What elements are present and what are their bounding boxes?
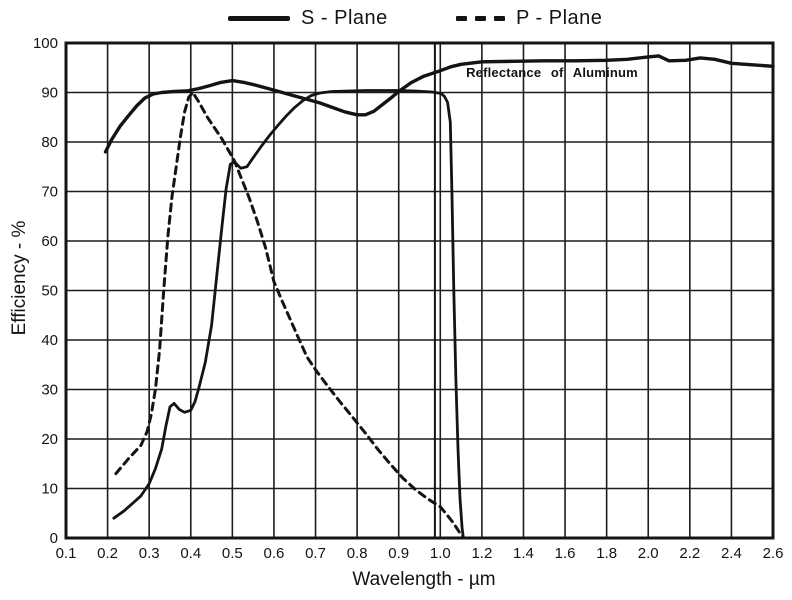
y-tick-label: 0: [50, 530, 58, 547]
p-plane-line-sample-icon: [456, 15, 505, 21]
y-tick-label: 30: [41, 382, 58, 399]
x-axis-title: Wavelength - µm: [352, 569, 496, 590]
legend-item-p-plane: P - Plane: [456, 6, 602, 30]
curve-p-plane: [114, 91, 465, 539]
x-tick-label: 0.4: [180, 545, 201, 562]
y-tick-label: 70: [41, 184, 58, 201]
x-tick-label: 2.4: [721, 545, 742, 562]
x-tick-label: 1.8: [596, 545, 617, 562]
y-tick-label: 40: [41, 332, 58, 349]
x-tick-label: 2.2: [679, 545, 700, 562]
x-tick-label: 0.9: [388, 545, 409, 562]
x-tick-label: 2.6: [763, 545, 784, 562]
curve-s-plane: [112, 89, 465, 538]
x-tick-label: 0.3: [139, 545, 160, 562]
x-tick-label: 2.0: [638, 545, 659, 562]
x-tick-label: 0.1: [56, 545, 77, 562]
x-tick-label: 0.6: [264, 545, 285, 562]
y-tick-label: 20: [41, 431, 58, 448]
x-tick-label: 0.8: [347, 545, 368, 562]
s-plane-legend-label: S - Plane: [301, 6, 388, 29]
y-tick-label: 60: [41, 233, 58, 250]
reflectance-annotation: Reflectance of Aluminum: [466, 65, 638, 80]
y-axis-title: Efficiency - %: [9, 220, 30, 336]
y-tick-label: 10: [41, 481, 58, 498]
p-plane-legend-label: P - Plane: [516, 6, 603, 29]
y-tick-label: 80: [41, 134, 58, 151]
x-tick-label: 1.6: [555, 545, 576, 562]
x-tick-label: 0.2: [97, 545, 118, 562]
s-plane-line-sample-icon: [228, 15, 290, 21]
y-tick-label: 90: [41, 85, 58, 102]
x-tick-label: 0.7: [305, 545, 326, 562]
x-tick-label: 1.2: [471, 545, 492, 562]
x-tick-label: 1.4: [513, 545, 534, 562]
x-tick-label: 1.0: [430, 545, 451, 562]
plot-border: [64, 41, 775, 540]
legend-item-s-plane: S - Plane: [228, 6, 388, 30]
curve-reflectance-of-aluminum: [103, 54, 775, 154]
x-tick-label: 0.5: [222, 545, 243, 562]
y-tick-label: 50: [41, 283, 58, 300]
y-tick-label: 100: [33, 35, 58, 52]
